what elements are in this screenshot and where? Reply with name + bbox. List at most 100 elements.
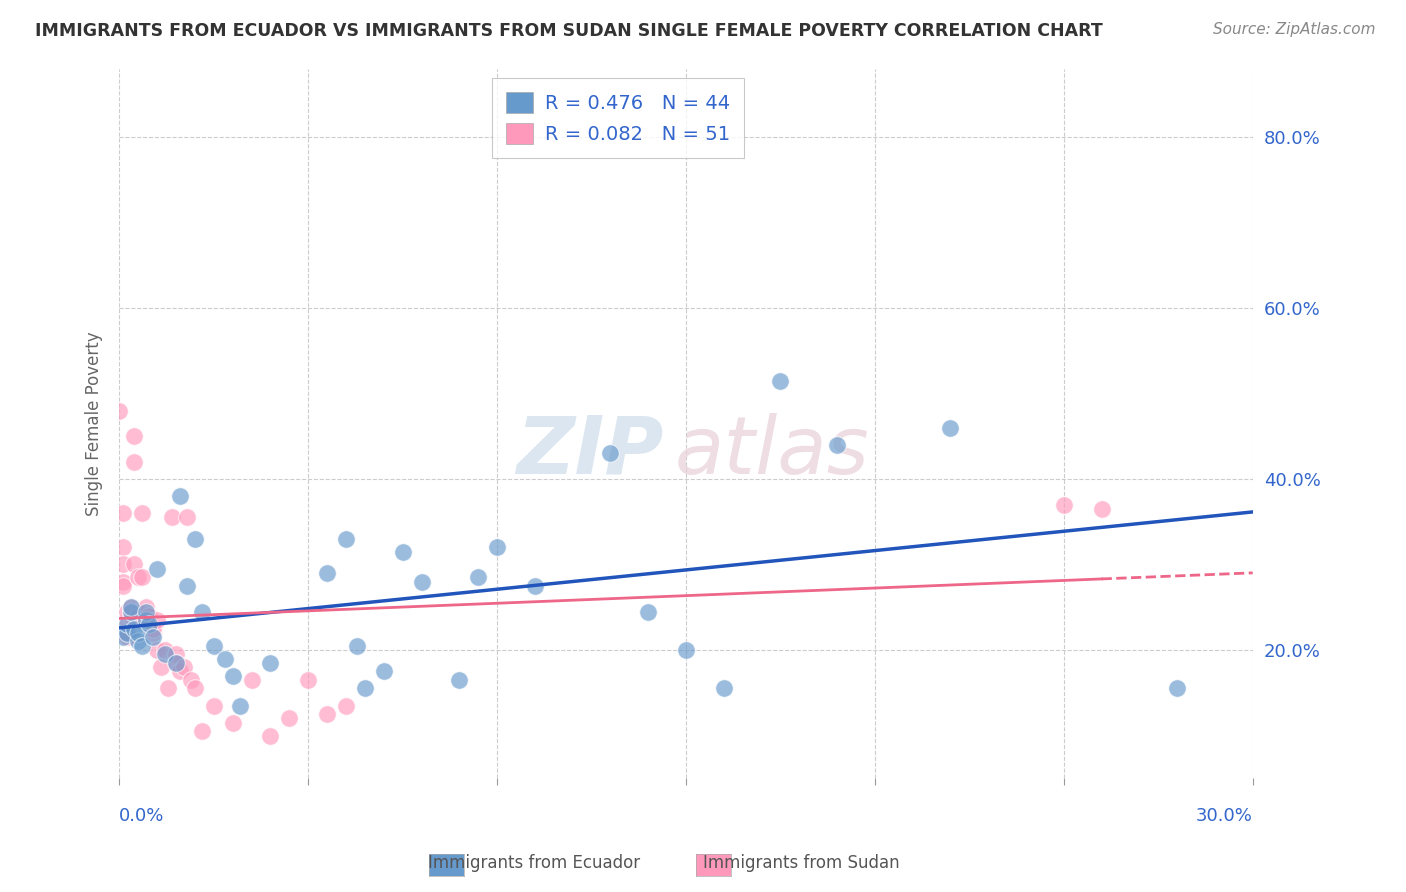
Point (173, 660, 195, 674)
Point (138, 608, 160, 623)
Point (221, 668, 243, 682)
Point (142, 630, 165, 644)
Point (120, 608, 142, 623)
Point (176, 579, 198, 593)
Point (184, 681, 207, 696)
Point (637, 605, 659, 619)
Point (297, 673, 319, 687)
Text: IMMIGRANTS FROM ECUADOR VS IMMIGRANTS FROM SUDAN SINGLE FEMALE POVERTY CORRELATI: IMMIGRANTS FROM ECUADOR VS IMMIGRANTS FR… (35, 22, 1102, 40)
Point (127, 634, 149, 648)
Point (316, 707, 339, 722)
Point (180, 673, 202, 687)
Point (259, 729, 281, 743)
Point (127, 570, 149, 584)
Text: 30.0%: 30.0% (1197, 807, 1253, 825)
Point (240, 673, 263, 687)
Point (165, 647, 187, 661)
Point (411, 574, 433, 589)
Point (127, 626, 149, 640)
Point (335, 698, 357, 713)
Point (191, 724, 214, 739)
Point (467, 570, 489, 584)
Point (135, 613, 157, 627)
Point (142, 626, 165, 640)
Point (153, 647, 176, 661)
Point (391, 544, 413, 558)
Point (486, 541, 509, 555)
Point (153, 643, 176, 657)
Point (124, 558, 146, 572)
Point (713, 681, 735, 696)
Point (131, 570, 153, 584)
Point (124, 429, 146, 443)
Point (202, 639, 225, 653)
Point (825, 438, 848, 452)
Point (373, 665, 395, 679)
Point (115, 613, 138, 627)
Point (115, 617, 138, 632)
Text: Source: ZipAtlas.com: Source: ZipAtlas.com (1212, 22, 1375, 37)
Point (1090, 502, 1112, 516)
Point (176, 510, 198, 524)
Point (120, 600, 142, 615)
Point (135, 605, 157, 619)
Point (131, 639, 153, 653)
Point (124, 455, 146, 469)
Legend: R = 0.476   N = 44, R = 0.082   N = 51: R = 0.476 N = 44, R = 0.082 N = 51 (492, 78, 744, 158)
Point (127, 608, 149, 623)
Point (939, 420, 962, 434)
Point (138, 613, 160, 627)
Point (191, 605, 214, 619)
Point (124, 622, 146, 636)
Point (112, 558, 135, 572)
Text: atlas: atlas (675, 413, 869, 491)
Point (353, 681, 375, 696)
Point (599, 446, 621, 460)
Point (221, 715, 243, 730)
Text: ZIP: ZIP (516, 413, 664, 491)
Point (120, 600, 142, 615)
Point (449, 673, 471, 687)
Point (142, 622, 165, 636)
Point (165, 656, 187, 670)
Point (229, 698, 252, 713)
Point (108, 403, 131, 417)
Point (115, 630, 138, 644)
Point (112, 541, 135, 555)
Point (523, 579, 546, 593)
Point (138, 617, 160, 632)
Text: Immigrants from Sudan: Immigrants from Sudan (703, 855, 900, 872)
Point (157, 681, 180, 696)
Point (135, 613, 157, 627)
Point (278, 711, 301, 725)
Point (169, 665, 191, 679)
Point (149, 660, 172, 674)
Point (184, 532, 207, 546)
Point (115, 626, 138, 640)
Point (112, 579, 135, 593)
Point (120, 605, 142, 619)
Point (160, 510, 183, 524)
Point (112, 630, 135, 644)
Point (146, 562, 169, 576)
Point (169, 489, 191, 503)
Point (112, 506, 135, 520)
Point (146, 613, 169, 627)
Point (202, 698, 225, 713)
Point (769, 374, 792, 388)
Text: 0.0%: 0.0% (120, 807, 165, 825)
Point (1053, 498, 1076, 512)
Point (146, 643, 169, 657)
Point (1166, 681, 1188, 696)
Point (316, 566, 339, 580)
Point (675, 643, 697, 657)
Point (214, 651, 236, 665)
Y-axis label: Single Female Poverty: Single Female Poverty (86, 331, 103, 516)
Point (120, 605, 142, 619)
Text: Immigrants from Ecuador: Immigrants from Ecuador (429, 855, 640, 872)
Point (131, 506, 153, 520)
Point (335, 532, 357, 546)
Point (135, 600, 157, 615)
Point (346, 639, 368, 653)
Point (115, 626, 138, 640)
